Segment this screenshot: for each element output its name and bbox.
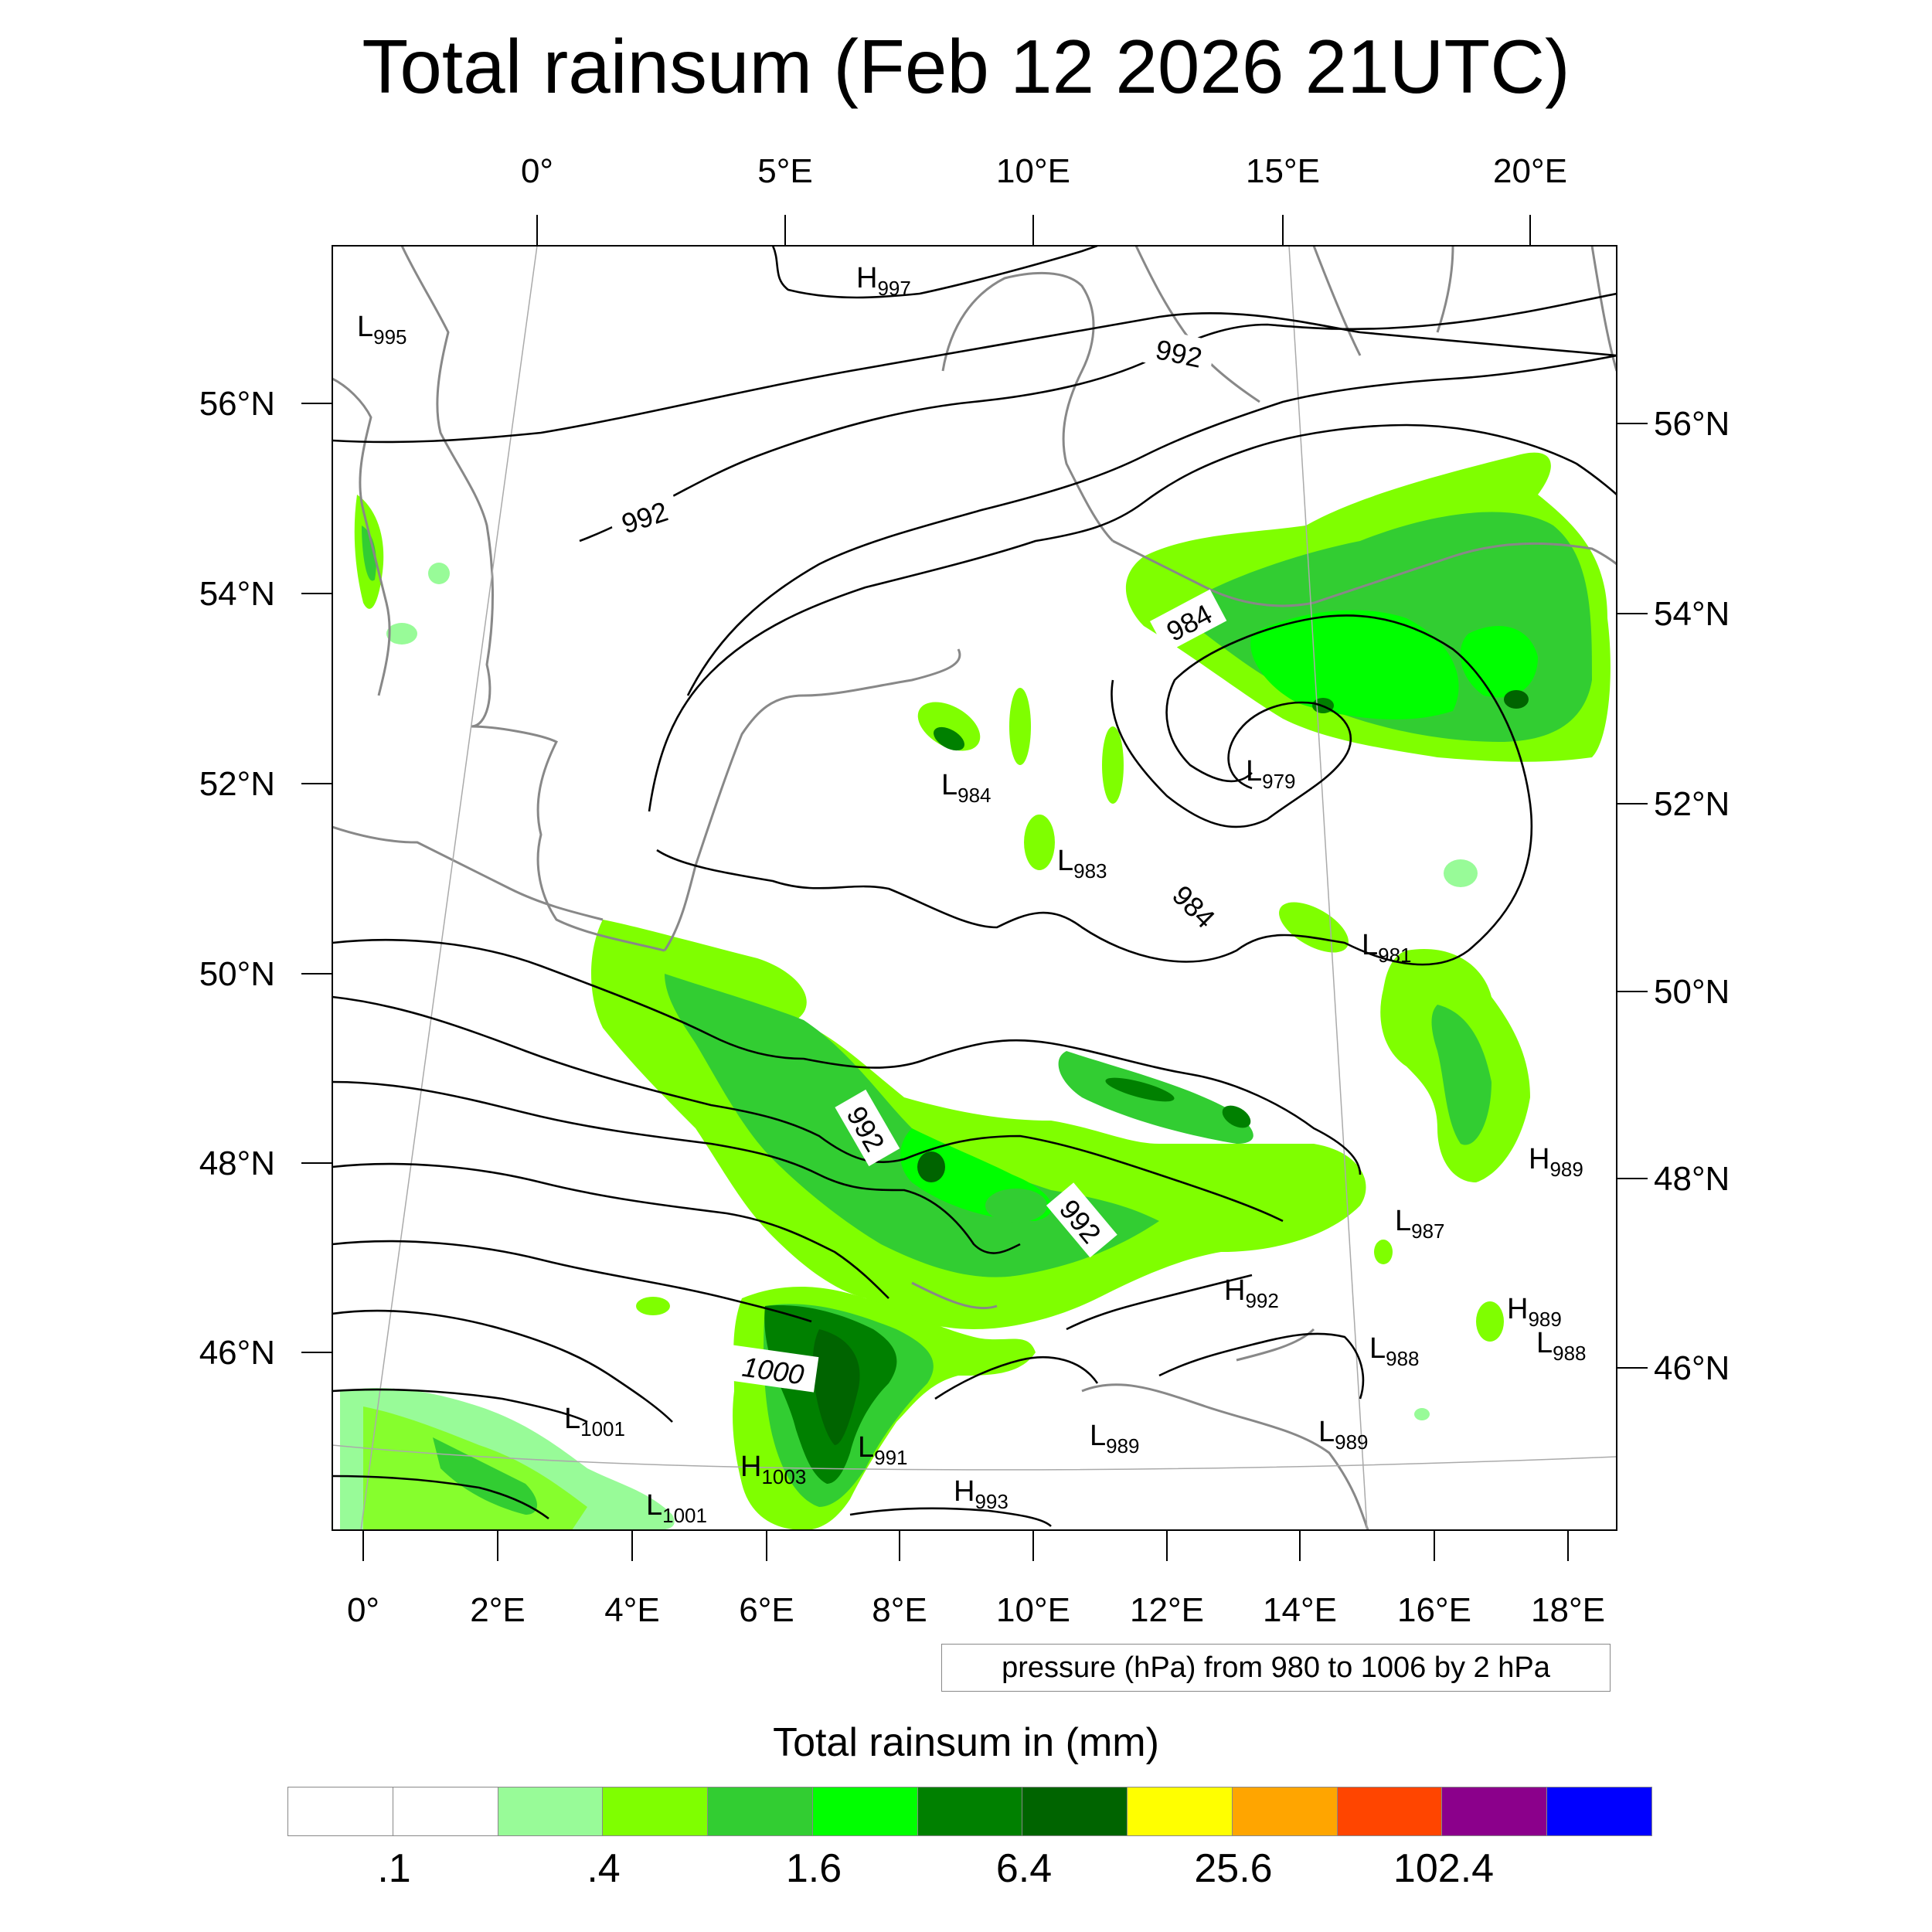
pressure-center-label: L989 bbox=[1318, 1416, 1369, 1454]
bottom-lon-label: 14°E bbox=[1263, 1591, 1337, 1629]
pressure-center-label: L989 bbox=[1090, 1420, 1140, 1458]
pressure-center-label: L987 bbox=[1395, 1205, 1445, 1243]
colorbar-swatch bbox=[708, 1787, 813, 1835]
contour-label: 992 bbox=[617, 495, 672, 540]
top-lon-label: 15°E bbox=[1246, 152, 1320, 190]
colorbar-swatch bbox=[917, 1787, 1023, 1835]
colorbar-swatch bbox=[1232, 1787, 1338, 1835]
pressure-center-label: H989 bbox=[1529, 1143, 1583, 1181]
precipitation-layer bbox=[340, 452, 1611, 1530]
colorbar-label: 102.4 bbox=[1393, 1846, 1495, 1891]
colorbar-swatch bbox=[1547, 1787, 1651, 1835]
right-lat-label: 50°N bbox=[1654, 973, 1730, 1011]
right-lat-label: 46°N bbox=[1654, 1349, 1730, 1387]
left-lat-label: 52°N bbox=[199, 765, 275, 803]
pressure-center-label: L979 bbox=[1246, 755, 1296, 793]
pressure-center-label: H1003 bbox=[740, 1451, 806, 1488]
pressure-center-label: L1001 bbox=[564, 1403, 625, 1440]
colorbar-swatch bbox=[1337, 1787, 1443, 1835]
colorbar-swatch bbox=[498, 1787, 604, 1835]
pressure-center-label: H997 bbox=[856, 262, 911, 300]
right-lat-label: 54°N bbox=[1654, 595, 1730, 633]
bottom-lon-label: 16°E bbox=[1397, 1591, 1471, 1629]
bottom-lon-label: 12°E bbox=[1130, 1591, 1204, 1629]
top-lon-label: 5°E bbox=[757, 152, 812, 190]
colorbar-title: Total rainsum in (mm) bbox=[773, 1720, 1159, 1765]
pressure-center-label: H992 bbox=[1224, 1274, 1279, 1312]
bottom-lon-label: 10°E bbox=[996, 1591, 1070, 1629]
bottom-lon-label: 6°E bbox=[739, 1591, 794, 1629]
colorbar-swatch bbox=[393, 1787, 498, 1835]
right-lat-label: 52°N bbox=[1654, 785, 1730, 823]
pressure-center-label: L988 bbox=[1536, 1327, 1587, 1365]
pressure-center-label: L991 bbox=[858, 1431, 908, 1469]
pressure-center-label: L995 bbox=[357, 311, 407, 349]
tick-marks bbox=[301, 215, 1648, 1561]
colorbar-label: 6.4 bbox=[995, 1846, 1053, 1891]
pressure-center-label: L1001 bbox=[646, 1489, 707, 1527]
bottom-lon-label: 8°E bbox=[872, 1591, 927, 1629]
colorbar-label: 25.6 bbox=[1194, 1846, 1273, 1891]
colorbar-swatch bbox=[1022, 1787, 1128, 1835]
contour-labels: 992 992 984 984 992 992 1000 bbox=[606, 327, 1232, 1393]
top-lon-label: 20°E bbox=[1493, 152, 1567, 190]
pressure-center-label: H993 bbox=[954, 1475, 1009, 1513]
top-lon-labels: 0° 5°E 10°E 15°E 20°E bbox=[521, 152, 1567, 190]
pressure-center-label: L988 bbox=[1369, 1332, 1420, 1370]
bottom-lon-labels: 0° 2°E 4°E 6°E 8°E 10°E 12°E 14°E 16°E 1… bbox=[347, 1591, 1605, 1629]
bottom-lon-label: 0° bbox=[347, 1591, 379, 1629]
left-lat-label: 54°N bbox=[199, 575, 275, 613]
bottom-lon-label: 18°E bbox=[1531, 1591, 1605, 1629]
colorbar bbox=[287, 1787, 1652, 1836]
pressure-center-label: L981 bbox=[1362, 929, 1412, 967]
left-lat-labels: 56°N 54°N 52°N 50°N 48°N 46°N bbox=[199, 385, 275, 1372]
colorbar-label: .1 bbox=[377, 1846, 411, 1891]
pressure-center-label: L983 bbox=[1057, 845, 1107, 883]
colorbar-swatch bbox=[603, 1787, 709, 1835]
colorbar-swatch bbox=[1442, 1787, 1548, 1835]
left-lat-label: 50°N bbox=[199, 955, 275, 993]
map-title: Total rainsum (Feb 12 2026 21UTC) bbox=[362, 24, 1570, 109]
isobar-layer bbox=[332, 246, 1617, 1527]
pressure-center-label: H989 bbox=[1507, 1293, 1562, 1331]
colorbar-swatch bbox=[812, 1787, 918, 1835]
right-lat-labels: 56°N 54°N 52°N 50°N 48°N 46°N bbox=[1654, 405, 1730, 1387]
top-lon-label: 0° bbox=[521, 152, 553, 190]
colorbar-label: 1.6 bbox=[785, 1846, 842, 1891]
left-lat-label: 56°N bbox=[199, 385, 275, 423]
left-lat-label: 46°N bbox=[199, 1334, 275, 1372]
contour-info-note: pressure (hPa) from 980 to 1006 by 2 hPa bbox=[941, 1644, 1611, 1692]
left-lat-label: 48°N bbox=[199, 1145, 275, 1182]
graticule bbox=[332, 246, 1617, 1530]
colorbar-swatch bbox=[1128, 1787, 1233, 1835]
map-frame bbox=[332, 245, 1617, 1531]
bottom-lon-label: 4°E bbox=[604, 1591, 659, 1629]
colorbar-swatch bbox=[288, 1787, 393, 1835]
pressure-centers: H997 L995 L984 L983 L979 L981 H989 L987 … bbox=[357, 262, 1587, 1527]
pressure-center-label: L984 bbox=[941, 769, 992, 807]
right-lat-label: 48°N bbox=[1654, 1160, 1730, 1198]
top-lon-label: 10°E bbox=[996, 152, 1070, 190]
bottom-lon-label: 2°E bbox=[470, 1591, 525, 1629]
right-lat-label: 56°N bbox=[1654, 405, 1730, 443]
colorbar-label: .4 bbox=[587, 1846, 621, 1891]
